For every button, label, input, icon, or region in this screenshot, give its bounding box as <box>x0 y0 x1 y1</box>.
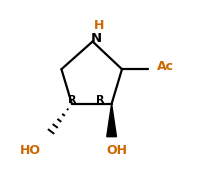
Text: OH: OH <box>106 144 127 157</box>
Text: H: H <box>94 19 104 32</box>
Text: Ac: Ac <box>157 60 174 73</box>
Text: HO: HO <box>20 144 41 157</box>
Text: R: R <box>68 95 77 105</box>
Text: N: N <box>91 31 102 45</box>
Polygon shape <box>107 104 116 137</box>
Text: R: R <box>96 95 105 105</box>
